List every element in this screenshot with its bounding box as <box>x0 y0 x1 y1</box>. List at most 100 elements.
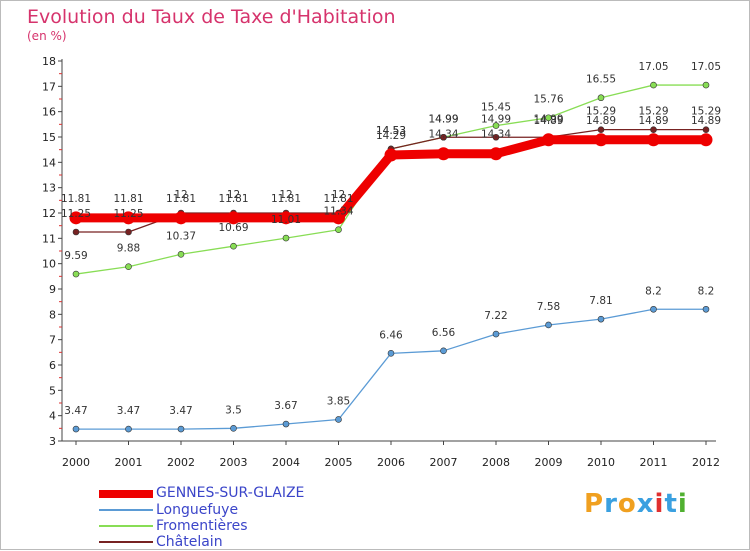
axes: 3 4 5 6 7 8 9 10 11 12 13 14 15 16 17 18 2000 2001 2002 200… <box>42 55 720 469</box>
proxiti-logo: Proxiti <box>584 489 688 519</box>
legend-label: GENNES-SUR-GLAIZE <box>156 485 305 501</box>
data-point <box>125 228 132 236</box>
data-point <box>542 133 555 147</box>
data-point <box>332 211 345 225</box>
data-point <box>72 425 80 433</box>
data-point <box>545 114 552 122</box>
y-tick-label: 10 <box>42 258 56 271</box>
y-tick-label: 7 <box>49 334 56 347</box>
data-label: 14.53 <box>376 125 406 137</box>
data-point <box>702 81 710 89</box>
data-point <box>72 270 80 278</box>
data-label: 3.85 <box>327 395 350 407</box>
y-tick-label: 13 <box>42 182 56 195</box>
series-points <box>69 81 713 433</box>
data-point <box>597 315 605 323</box>
data-label: 7.81 <box>589 295 612 307</box>
data-label: 14.89 <box>586 115 616 127</box>
data-label: 14.34 <box>481 129 511 141</box>
data-label: 12 <box>279 189 292 201</box>
data-point <box>177 425 185 433</box>
data-point <box>597 94 605 102</box>
logo-letter: x <box>636 489 655 519</box>
data-label: 15.45 <box>481 102 511 114</box>
data-point <box>489 147 503 161</box>
data-point <box>437 147 450 161</box>
data-point <box>174 211 188 225</box>
y-tick-label: 18 <box>42 55 56 68</box>
data-label: 15.76 <box>533 94 563 106</box>
data-point <box>647 133 660 147</box>
y-tick-label: 8 <box>49 308 56 321</box>
data-label: 14.29 <box>376 130 406 142</box>
data-label: 11.01 <box>271 214 301 226</box>
data-point <box>702 126 710 133</box>
y-tick-label: 4 <box>49 410 56 423</box>
data-label: 14.99 <box>428 113 458 125</box>
data-point <box>492 133 500 141</box>
logo-letter: r <box>604 489 618 519</box>
data-label: 12 <box>227 189 240 201</box>
data-label: 7.58 <box>537 301 560 313</box>
data-label: 14.99 <box>481 113 511 125</box>
data-label: 10.69 <box>218 222 248 234</box>
data-point <box>282 234 290 242</box>
data-label: 8.2 <box>698 285 715 297</box>
data-label: 3.47 <box>64 405 87 417</box>
data-label: 14.99 <box>533 113 563 125</box>
data-point <box>545 321 552 329</box>
x-tick-label: 2008 <box>482 456 510 469</box>
chart-title: Evolution du Taux de Taxe d'Habitation <box>27 6 396 28</box>
data-label: 14.89 <box>638 115 668 127</box>
logo-letter: i <box>677 489 688 519</box>
data-point <box>125 263 132 271</box>
y-tick-label: 15 <box>42 131 56 144</box>
data-label: 9.88 <box>117 243 140 255</box>
data-label: 11.81 <box>113 193 143 205</box>
y-tick-label: 16 <box>42 106 56 119</box>
data-point <box>440 347 447 355</box>
data-label: 9.59 <box>64 250 87 262</box>
x-tick-label: 2011 <box>640 456 668 469</box>
data-label: 11.81 <box>218 193 248 205</box>
x-tick-label: 2006 <box>377 456 405 469</box>
y-tick-label: 14 <box>42 156 56 169</box>
data-point <box>492 122 500 129</box>
data-point <box>702 305 710 313</box>
x-tick-label: 2000 <box>62 456 90 469</box>
data-label: 11.34 <box>323 206 353 218</box>
x-tick-label: 2002 <box>167 456 195 469</box>
data-point <box>72 228 80 236</box>
legend-swatch-fromentieres <box>99 525 153 527</box>
data-label: 15.29 <box>691 106 721 118</box>
data-point <box>594 133 608 147</box>
data-point <box>227 211 240 225</box>
data-point <box>122 211 135 225</box>
y-tick-label: 6 <box>49 359 56 372</box>
data-label: 14.53 <box>376 125 406 137</box>
data-label: 11.81 <box>166 193 196 205</box>
x-tick-label: 2001 <box>115 456 143 469</box>
data-point <box>335 416 342 423</box>
data-label: 6.46 <box>379 329 403 341</box>
legend-swatch-chatelain <box>99 541 153 543</box>
data-label: 10.37 <box>166 230 196 242</box>
x-tick-label: 2003 <box>220 456 248 469</box>
data-point <box>440 133 447 141</box>
data-label: 3.47 <box>169 405 192 417</box>
data-label: 11.81 <box>61 193 91 205</box>
data-label: 17.05 <box>638 61 668 73</box>
x-tick-label: 2009 <box>535 456 563 469</box>
data-point <box>492 330 500 338</box>
y-axis-unit-label: (en %) <box>27 29 67 43</box>
data-point <box>384 148 398 162</box>
data-label: 14.89 <box>533 115 563 127</box>
data-label: 8.2 <box>645 285 662 297</box>
x-tick-label: 2012 <box>692 456 720 469</box>
data-point <box>230 242 237 250</box>
data-point <box>650 126 657 133</box>
data-point <box>279 211 293 225</box>
data-label: 11.25 <box>113 208 143 220</box>
